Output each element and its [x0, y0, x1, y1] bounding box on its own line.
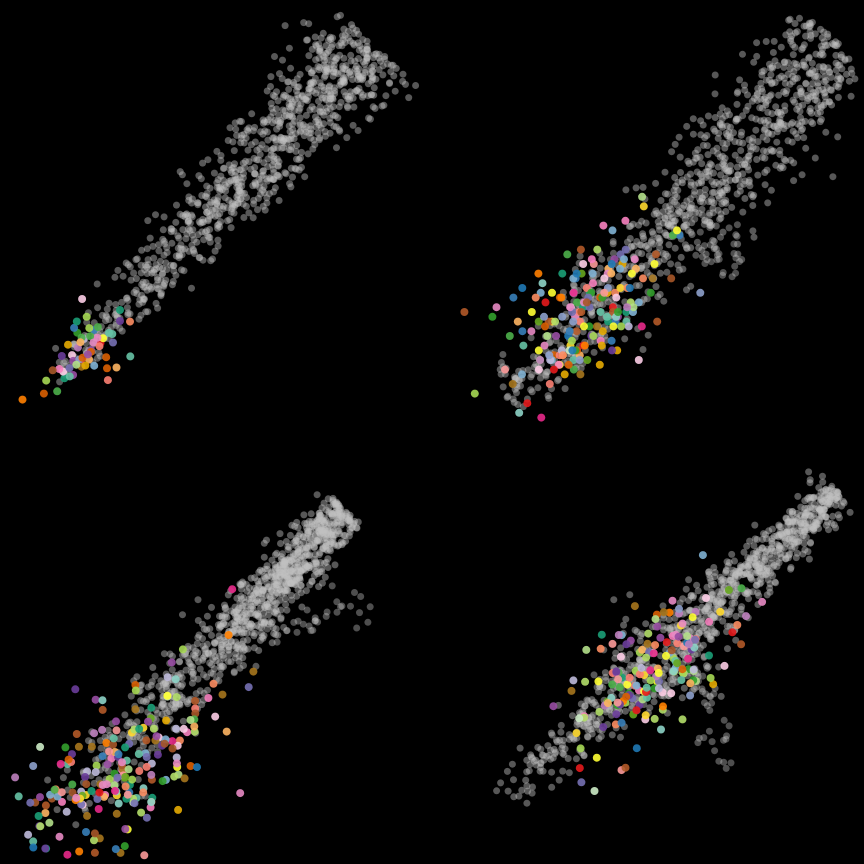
scatter-grid [0, 0, 864, 864]
scatter-top-right [432, 0, 864, 432]
scatter-top-left [0, 0, 432, 432]
panel-bottom-left [0, 432, 432, 864]
panel-top-right [432, 0, 864, 432]
scatter-bottom-left [0, 432, 432, 864]
panel-bottom-right [432, 432, 864, 864]
scatter-bottom-right [432, 432, 864, 864]
panel-top-left [0, 0, 432, 432]
